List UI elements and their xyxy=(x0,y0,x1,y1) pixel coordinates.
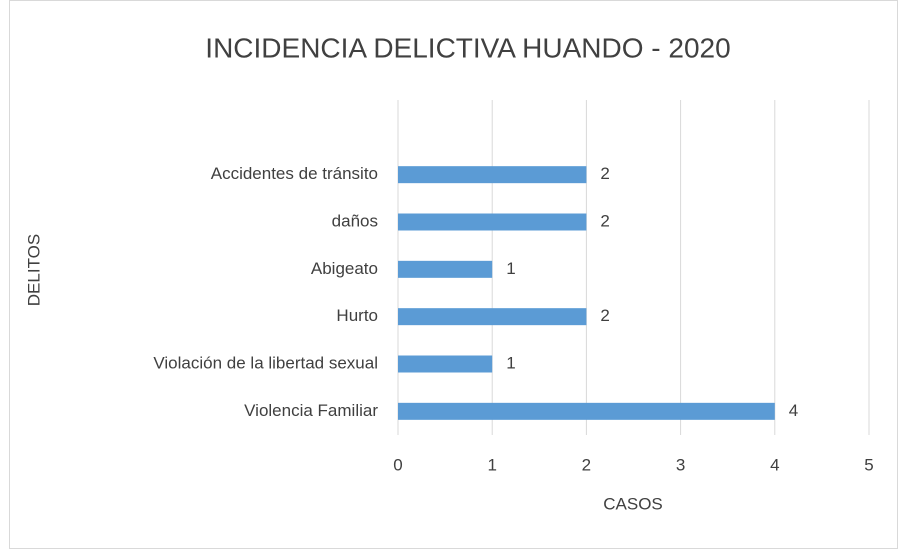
chart-title: INCIDENCIA DELICTIVA HUANDO - 2020 xyxy=(205,32,730,63)
data-label: 1 xyxy=(506,353,515,372)
data-label: 2 xyxy=(600,164,609,183)
x-tick-label: 4 xyxy=(770,455,779,474)
x-tick-label: 3 xyxy=(676,455,685,474)
x-tick-label: 2 xyxy=(582,455,591,474)
y-tick-label: Violación de la libertad sexual xyxy=(153,353,378,372)
y-tick-label: Hurto xyxy=(336,306,378,325)
bar xyxy=(398,308,587,326)
data-label: 1 xyxy=(506,259,515,278)
bar xyxy=(398,355,493,373)
y-tick-label: Accidentes de tránsito xyxy=(211,164,378,183)
x-tick-label: 5 xyxy=(864,455,873,474)
x-axis-label: CASOS xyxy=(603,494,663,513)
data-label: 4 xyxy=(789,401,798,420)
data-label: 2 xyxy=(600,306,609,325)
bar xyxy=(398,213,587,231)
bar xyxy=(398,402,775,420)
x-tick-label: 0 xyxy=(393,455,402,474)
y-tick-label: Abigeato xyxy=(311,259,378,278)
y-tick-label: Violencia Familiar xyxy=(244,401,378,420)
bar xyxy=(398,166,587,184)
y-axis-label: DELITOS xyxy=(24,234,43,306)
x-tick-label: 1 xyxy=(487,455,496,474)
data-label: 2 xyxy=(600,211,609,230)
bar xyxy=(398,260,493,278)
y-tick-label: daños xyxy=(332,211,378,230)
